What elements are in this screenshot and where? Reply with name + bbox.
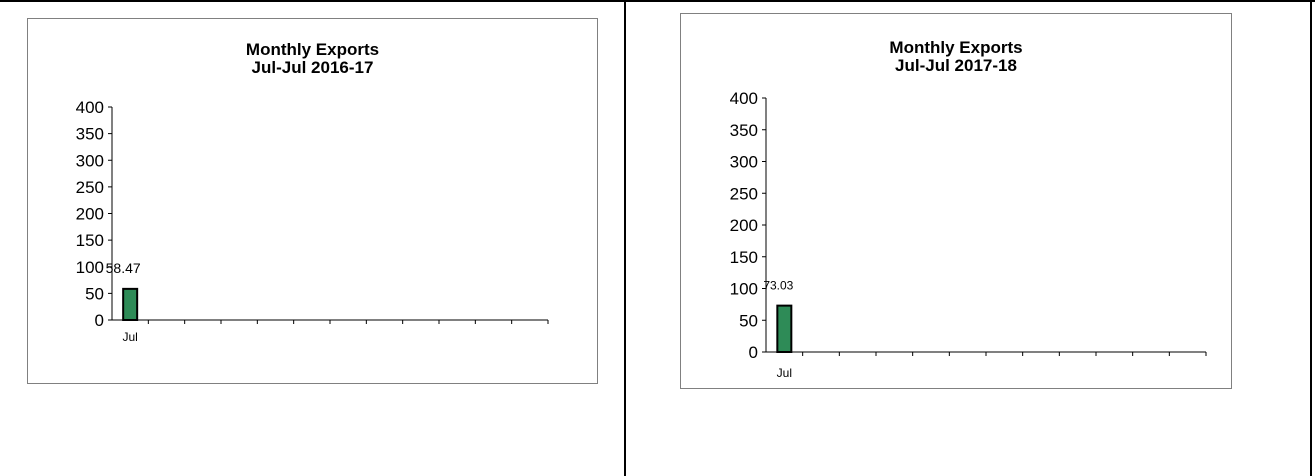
y-tick-label: 100 xyxy=(730,280,758,299)
chart-panel-2017-18: Monthly Exports Jul-Jul 2017-18 0 50 100 15… xyxy=(680,13,1232,389)
y-tick-label: 250 xyxy=(76,178,104,197)
chart-title: Monthly Exports Jul-Jul 2016-17 xyxy=(28,41,597,77)
y-tick-label: 400 xyxy=(730,89,758,108)
y-tick-label: 50 xyxy=(85,284,104,303)
chart-subtitle-line: Jul-Jul 2016-17 xyxy=(251,58,374,77)
y-tick-label: 100 xyxy=(76,258,104,277)
y-tick-label: 350 xyxy=(76,125,104,144)
right-border-line xyxy=(1310,0,1312,476)
y-tick-label: 0 xyxy=(749,343,758,362)
y-tick-label: 350 xyxy=(730,121,758,140)
y-tick-label: 300 xyxy=(730,153,758,172)
y-tick-label: 0 xyxy=(95,311,104,330)
chart-subtitle-line: Jul-Jul 2017-18 xyxy=(895,56,1017,75)
chart-panel-2016-17: Monthly Exports Jul-Jul 2016-17 0 50 100 15… xyxy=(27,18,598,384)
bar xyxy=(776,304,793,353)
y-tick-label: 200 xyxy=(730,216,758,235)
top-border-line xyxy=(0,0,1315,2)
y-tick-label: 250 xyxy=(730,184,758,203)
y-tick-label: 150 xyxy=(76,231,104,250)
x-category-label: Jul xyxy=(122,330,137,344)
chart-title-line: Monthly Exports xyxy=(889,38,1023,57)
chart-title-line: Monthly Exports xyxy=(245,40,380,59)
y-tick-label: 300 xyxy=(76,151,104,170)
y-tick-label: 150 xyxy=(730,248,758,267)
bar-chart-2017-18: 0 50 100 150 200 250 300 350 400 73.03 Jul xyxy=(730,89,1207,380)
data-label: 73.03 xyxy=(763,279,793,293)
bar xyxy=(122,287,139,321)
bar-chart-2016-17: 0 50 100 150 200 250 300 350 400 58.47 Jul xyxy=(76,98,549,344)
column-divider-line xyxy=(624,0,626,476)
x-category-label: Jul xyxy=(777,366,792,380)
y-tick-label: 400 xyxy=(76,98,104,117)
data-label: 58.47 xyxy=(106,260,141,276)
y-tick-label: 200 xyxy=(76,205,104,224)
chart-title: Monthly Exports Jul-Jul 2017-18 xyxy=(681,39,1231,75)
y-tick-label: 50 xyxy=(739,311,758,330)
